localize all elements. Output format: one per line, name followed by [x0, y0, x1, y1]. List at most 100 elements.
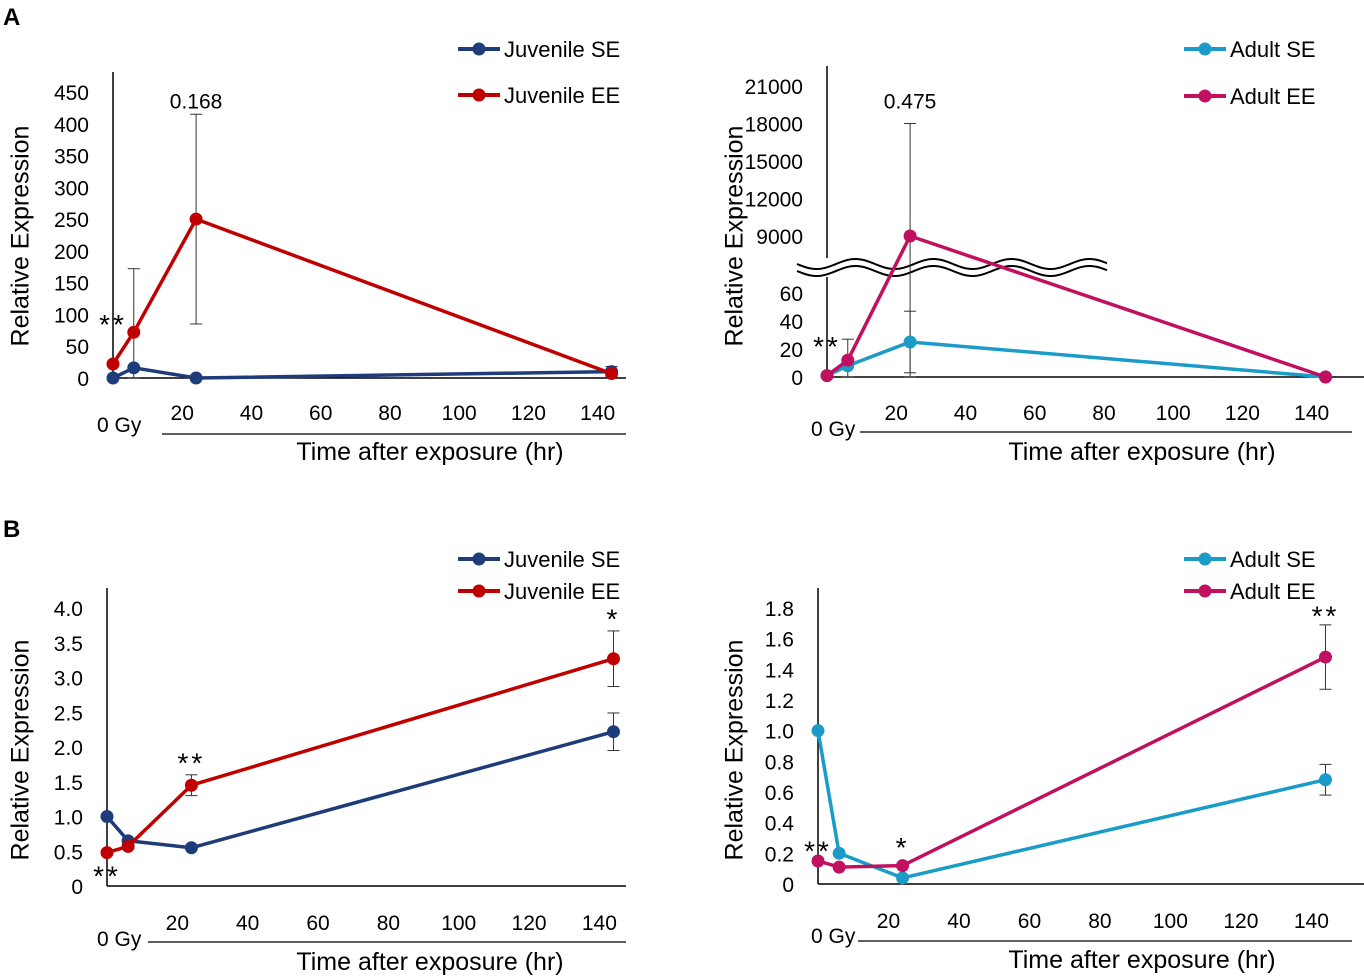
data-point — [190, 372, 203, 385]
data-point — [185, 841, 198, 854]
x-axis-label: Time after exposure (hr) — [296, 438, 563, 466]
x-tick-label: 40 — [954, 402, 977, 425]
data-point — [821, 369, 834, 382]
legend-swatch-marker — [473, 553, 486, 566]
legend-label: Juvenile SE — [504, 547, 620, 572]
data-point — [812, 724, 825, 737]
annotation: 0.475 — [884, 91, 937, 114]
legend-label: Adult EE — [1230, 84, 1316, 109]
data-point — [185, 779, 198, 792]
annotation: * — [607, 603, 621, 634]
y-tick-label: 0 — [782, 874, 794, 897]
data-point — [841, 354, 854, 367]
y-tick-label: 0 — [77, 368, 89, 391]
y-tick-label: 4.0 — [54, 598, 83, 621]
legend-swatch-marker — [1199, 90, 1212, 103]
x-tick-label: 20 — [885, 402, 908, 425]
x-tick-label: 20 — [877, 910, 900, 933]
y-tick-label: 60 — [780, 283, 803, 306]
x-tick-label: 80 — [1088, 910, 1111, 933]
y-tick-label: 40 — [780, 311, 803, 334]
legend-swatch-marker — [473, 585, 486, 598]
y-tick-label: 200 — [54, 241, 89, 264]
chart-b-juvenile: 00.51.01.52.02.53.03.54.020 40 60 80 100 120 1… — [7, 547, 626, 976]
data-point — [101, 810, 114, 823]
y-tick-label: 0 — [791, 367, 803, 390]
x-tick-label: 60 — [306, 912, 329, 935]
y-tick-label: 1.5 — [54, 772, 83, 795]
y-tick-label: 2.5 — [54, 702, 83, 725]
annotation: ** — [99, 309, 127, 340]
legend-label: Adult EE — [1230, 579, 1316, 604]
x-tick-label: 80 — [1092, 402, 1115, 425]
x-tick-label: 120 — [1225, 402, 1260, 425]
y-tick-label: 350 — [54, 146, 89, 169]
y-tick-label: 100 — [54, 304, 89, 327]
y-tick-label: 9000 — [756, 226, 803, 249]
legend-label: Juvenile EE — [504, 579, 620, 604]
legend-label: Juvenile SE — [504, 37, 620, 62]
x-tick-label: 40 — [236, 912, 259, 935]
x-tick-label: 100 — [442, 402, 477, 425]
data-point — [101, 846, 114, 859]
x-tick-label: 100 — [441, 912, 476, 935]
y-tick-label: 0.6 — [765, 782, 794, 805]
x-axis-label: Time after exposure (hr) — [296, 948, 563, 976]
annotation: ** — [804, 835, 832, 866]
y-tick-label: 250 — [54, 209, 89, 232]
y-tick-label: 1.4 — [765, 659, 795, 682]
y-axis-label: Relative Expression — [7, 126, 35, 347]
legend-swatch-marker — [473, 43, 486, 56]
x-tick-label: 140 — [582, 912, 617, 935]
y-tick-label: 18000 — [745, 114, 803, 137]
x-tick-label: 100 — [1153, 910, 1188, 933]
annotation: 0.168 — [170, 90, 223, 113]
x-tick-label: 100 — [1156, 402, 1191, 425]
legend-swatch-marker — [1199, 43, 1212, 56]
y-tick-label: 0.2 — [765, 843, 794, 866]
series-line-0 — [827, 342, 1326, 377]
x-tick-label: 80 — [378, 402, 401, 425]
x-axis-label: Time after exposure (hr) — [1008, 946, 1275, 974]
y-tick-label: 400 — [54, 114, 89, 137]
annotation: ** — [93, 861, 121, 892]
x-origin-label: 0 Gy — [97, 928, 142, 951]
x-tick-label: 140 — [580, 402, 615, 425]
panel-label-b: B — [3, 516, 20, 543]
x-tick-label: 60 — [1018, 910, 1041, 933]
y-tick-label: 3.5 — [54, 633, 83, 656]
annotation: * — [896, 832, 910, 863]
x-origin-label: 0 Gy — [97, 414, 142, 437]
data-point — [904, 230, 917, 243]
panel-label-a: A — [3, 4, 20, 31]
legend-swatch-marker — [473, 89, 486, 102]
x-tick-label: 140 — [1294, 910, 1329, 933]
data-point — [122, 840, 135, 853]
x-tick-label: 40 — [947, 910, 970, 933]
y-tick-label: 1.8 — [765, 598, 794, 621]
y-tick-label: 1.2 — [765, 690, 794, 713]
y-tick-label: 21000 — [745, 76, 803, 99]
data-point — [127, 326, 140, 339]
x-tick-label: 80 — [377, 912, 400, 935]
y-tick-label: 20 — [780, 339, 803, 362]
data-point — [904, 336, 917, 349]
y-tick-label: 12000 — [745, 189, 803, 212]
series-line-0 — [818, 731, 1326, 878]
legend-label: Adult SE — [1230, 547, 1316, 572]
y-tick-label: 0.8 — [765, 751, 794, 774]
legend-label: Juvenile EE — [504, 83, 620, 108]
data-point — [896, 871, 909, 884]
chart-a-adult: 0 20 40 60 9000 12000 15000 18000 21000 20 40 60 80 1… — [721, 37, 1364, 466]
legend-swatch-marker — [1199, 585, 1212, 598]
y-tick-label: 50 — [66, 336, 89, 359]
x-tick-label: 120 — [512, 912, 547, 935]
data-point — [607, 725, 620, 738]
legend-swatch-marker — [1199, 553, 1212, 566]
y-tick-label: 0.4 — [765, 813, 795, 836]
x-tick-label: 120 — [1223, 910, 1258, 933]
legend-label: Adult SE — [1230, 37, 1316, 62]
series-line-1 — [818, 657, 1326, 867]
x-origin-label: 0 Gy — [811, 418, 856, 441]
data-point — [833, 861, 846, 874]
